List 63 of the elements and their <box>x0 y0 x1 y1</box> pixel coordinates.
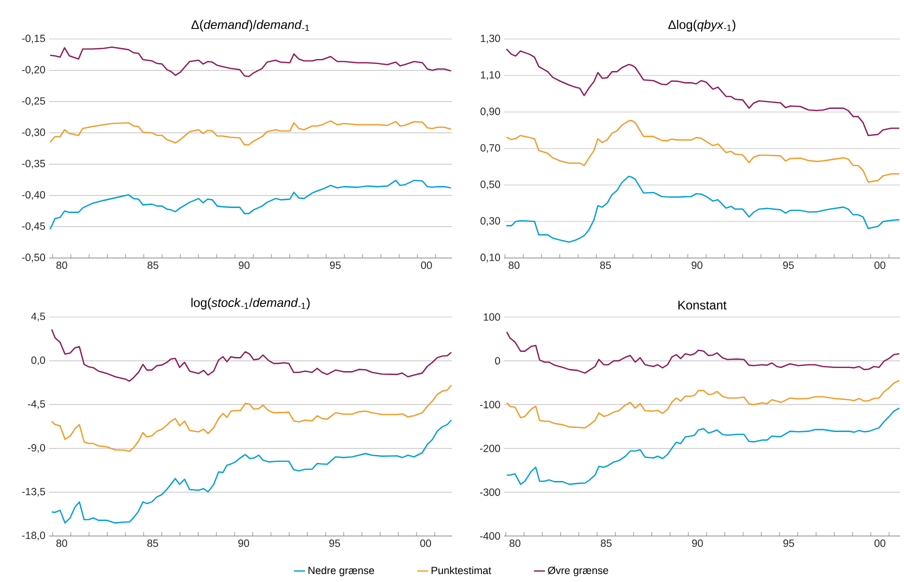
x-tick-label: 00 <box>874 262 886 269</box>
chart-title: log(stock$_{-1}$/demand$_{-1}$) <box>191 298 310 310</box>
x-tick-label: 90 <box>692 540 703 547</box>
y-tick-label: 100 <box>484 313 500 321</box>
y-tick-label: -0,50 <box>22 254 46 262</box>
x-tick-label: 80 <box>56 262 68 269</box>
line-series <box>506 176 900 243</box>
line-series <box>506 48 900 136</box>
y-tick-label: -0,40 <box>22 191 46 200</box>
y-tick-label: 4,5 <box>31 312 46 322</box>
y-tick-label: -4,5 <box>28 400 46 409</box>
y-tick-label: -0,15 <box>22 34 46 44</box>
y-tick-label: -300 <box>480 488 500 496</box>
y-tick-label: -0,20 <box>22 66 46 75</box>
y-tick-label: 0,70 <box>480 144 500 153</box>
y-tick-label: -18,0 <box>22 532 46 540</box>
y-tick-label: -200 <box>480 444 500 452</box>
legend-label: Nedre grænse <box>308 566 374 576</box>
y-tick-label: -400 <box>480 532 500 540</box>
y-tick-label: 1,30 <box>480 34 500 44</box>
x-tick-label: 00 <box>420 540 432 547</box>
line-series <box>506 407 900 485</box>
y-tick-label: 1,10 <box>480 71 500 80</box>
y-tick-label: -100 <box>480 400 500 408</box>
y-tick-label: -0,35 <box>22 160 46 168</box>
x-tick-label: 00 <box>421 262 432 269</box>
chart-title: Δ(demand)/demand$_{-1}$ <box>191 20 310 32</box>
y-tick-label: -9,0 <box>28 444 46 453</box>
y-tick-label: 0 <box>495 357 500 365</box>
x-tick-label: 80 <box>510 540 520 547</box>
x-tick-label: 85 <box>600 262 611 269</box>
line-series <box>51 384 452 452</box>
line-series <box>506 331 900 374</box>
line-series <box>51 328 452 382</box>
line-series <box>506 380 900 428</box>
x-tick-label: 80 <box>508 262 520 269</box>
y-tick-label: 0,30 <box>480 217 500 226</box>
line-series <box>49 180 452 230</box>
x-tick-label: 85 <box>147 540 158 547</box>
x-tick-label: 00 <box>874 540 886 547</box>
legend-label: Punktestimat <box>432 566 492 574</box>
y-tick-label: -13,5 <box>22 488 46 497</box>
x-tick-label: 95 <box>330 262 341 269</box>
x-tick-label: 90 <box>238 262 250 269</box>
x-tick-label: 95 <box>783 540 794 547</box>
y-tick-label: 0,90 <box>480 108 500 116</box>
x-tick-label: 95 <box>329 540 340 547</box>
y-tick-label: 0,10 <box>480 254 500 262</box>
x-tick-label: 90 <box>238 540 250 547</box>
y-tick-label: -0,30 <box>22 128 46 138</box>
chart-title: Konstant <box>678 300 726 310</box>
x-tick-label: 85 <box>148 262 158 269</box>
chart-title: Δlog(qbyx$_{-1}$) <box>668 20 736 32</box>
y-tick-label: -0,45 <box>22 222 46 232</box>
y-tick-label: -0,25 <box>22 97 46 106</box>
x-tick-label: 90 <box>692 262 702 269</box>
legend-label: Øvre grænse <box>548 566 608 576</box>
x-tick-label: 95 <box>783 262 794 269</box>
y-tick-label: 0,0 <box>31 356 46 366</box>
y-tick-label: 0,50 <box>480 180 500 190</box>
x-tick-label: 80 <box>56 540 68 547</box>
line-series <box>49 46 452 78</box>
x-tick-label: 85 <box>600 540 612 547</box>
